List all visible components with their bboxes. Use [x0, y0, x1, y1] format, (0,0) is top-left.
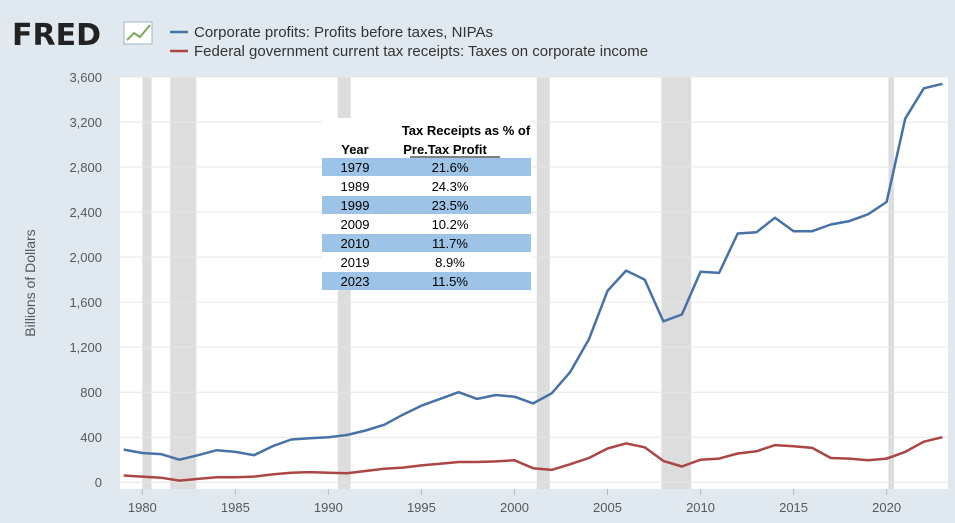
- y-tick-label: 2,000: [69, 250, 102, 265]
- table-cell-pct: 21.6%: [432, 160, 469, 175]
- table-cell-year: 1999: [341, 198, 370, 213]
- x-tick-label: 2005: [593, 500, 622, 515]
- chart-header: FRED Corporate profits: Profits before t…: [12, 18, 648, 60]
- x-tick-label: 2015: [779, 500, 808, 515]
- table-cell-year: 2009: [341, 217, 370, 232]
- recession-bar: [142, 77, 152, 489]
- table-cell-pct: 11.7%: [432, 236, 468, 251]
- fred-logo[interactable]: FRED: [12, 18, 101, 53]
- table-cell-pct: 8.9%: [435, 255, 465, 270]
- table-cell-pct: 10.2%: [432, 217, 469, 232]
- table-cell-pct: 23.5%: [432, 198, 469, 213]
- y-tick-label: 1,600: [69, 295, 102, 310]
- series-lines: [123, 82, 943, 482]
- table-title: Tax Receipts as % of: [402, 123, 531, 138]
- table-row-stripe: [322, 234, 531, 252]
- table-cell-year: 2023: [341, 274, 370, 289]
- table-cell-year: 2010: [341, 236, 370, 251]
- series-line-profits: [123, 82, 943, 461]
- y-tick-label: 400: [80, 430, 102, 445]
- y-tick-label: 3,600: [69, 70, 102, 85]
- legend-label-tax-receipts: Federal government current tax receipts:…: [194, 43, 648, 60]
- x-tick-label: 2020: [872, 500, 901, 515]
- tax-receipts-table: Tax Receipts as % of Year Pre.Tax Profit…: [322, 118, 532, 290]
- recession-bar: [536, 77, 550, 489]
- x-tick-label: 2000: [500, 500, 529, 515]
- table-row-stripe: [322, 272, 531, 290]
- legend-label-profits: Corporate profits: Profits before taxes,…: [194, 24, 493, 41]
- table-header-pct: Pre.Tax Profit: [403, 142, 487, 157]
- table-row-stripe: [322, 196, 531, 214]
- x-tick-label: 1995: [407, 500, 436, 515]
- table-row-stripe: [322, 158, 531, 176]
- series-line-tax-receipts: [123, 435, 943, 482]
- y-tick-label: 2,800: [69, 160, 102, 175]
- table-cell-pct: 11.5%: [432, 274, 468, 289]
- x-tick-label: 1980: [128, 500, 157, 515]
- recession-bar: [661, 77, 692, 489]
- x-tick-label: 1985: [221, 500, 250, 515]
- y-tick-label: 3,200: [69, 115, 102, 130]
- y-tick-label: 1,200: [69, 340, 102, 355]
- plot-area: [120, 77, 948, 489]
- fred-logo-chart-icon: [123, 21, 153, 45]
- recession-bar: [888, 77, 895, 489]
- table-header-year: Year: [341, 142, 368, 157]
- x-tick-label: 2010: [686, 500, 715, 515]
- y-axis-label: Billions of Dollars: [22, 229, 38, 336]
- table-cell-pct: 24.3%: [432, 179, 469, 194]
- y-tick-label: 800: [80, 385, 102, 400]
- y-tick-label: 2,400: [69, 205, 102, 220]
- recession-bar: [170, 77, 197, 489]
- table-cell-year: 1989: [341, 179, 370, 194]
- x-tick-label: 1990: [314, 500, 343, 515]
- y-axis-ticks: 0 400 800 1,200 1,600 2,000 2,400 2,800 3,200 3,6…: [69, 70, 102, 490]
- y-tick-label: 0: [95, 475, 102, 490]
- grid-lines: [120, 76, 948, 483]
- table-cell-year: 2019: [341, 255, 370, 270]
- table-cell-year: 1979: [341, 160, 370, 175]
- table-rows: 1979 21.6% 1989 24.3% 1999 23.5% 2009 10.2% 2010…: [322, 158, 531, 290]
- x-axis-ticks: 1980 1985 1990 1995 2000 2005 2010 2015 2020: [128, 489, 901, 515]
